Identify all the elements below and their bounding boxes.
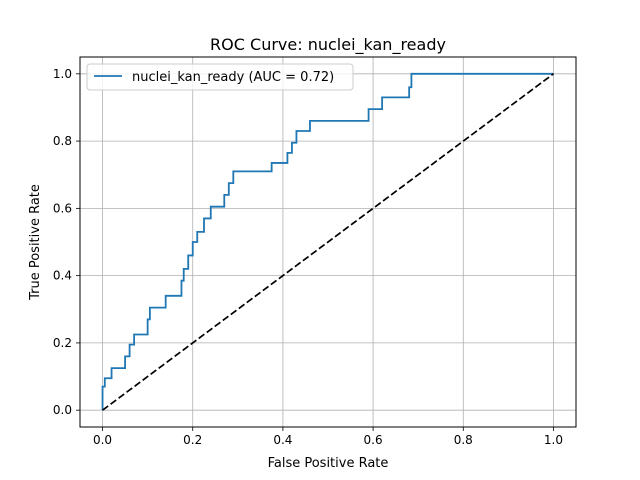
y-tick-label: 0.2 (53, 336, 72, 350)
y-tick-label: 0.0 (53, 403, 72, 417)
y-tick-label: 0.4 (53, 269, 72, 283)
y-tick-label: 0.6 (53, 201, 72, 215)
legend: nuclei_kan_ready (AUC = 0.72) (86, 63, 354, 91)
legend-box (86, 63, 354, 91)
ticks: 0.0 0.2 0.4 0.6 0.8 1.0 0.0 0.2 0.4 0.6 0.8 1.0 (53, 67, 563, 447)
x-tick-label: 1.0 (544, 433, 563, 447)
series-layer (101, 72, 554, 411)
x-tick-label: 0.6 (364, 433, 383, 447)
chart-title: ROC Curve: nuclei_kan_ready (210, 35, 446, 55)
x-tick-label: 0.0 (93, 433, 112, 447)
roc-curve-line (101, 72, 554, 411)
x-axis-label: False Positive Rate (268, 456, 389, 471)
y-axis-label: True Positive Rate (28, 184, 43, 301)
chance-diagonal-line (102, 73, 554, 411)
x-tick-label: 0.2 (183, 433, 202, 447)
legend-label: nuclei_kan_ready (AUC = 0.72) (132, 70, 334, 85)
y-tick-label: 1.0 (53, 67, 72, 81)
y-tick-label: 0.8 (53, 134, 72, 148)
x-tick-label: 0.4 (273, 433, 292, 447)
plot-area-frame (79, 56, 577, 428)
x-tick-label: 0.8 (454, 433, 473, 447)
